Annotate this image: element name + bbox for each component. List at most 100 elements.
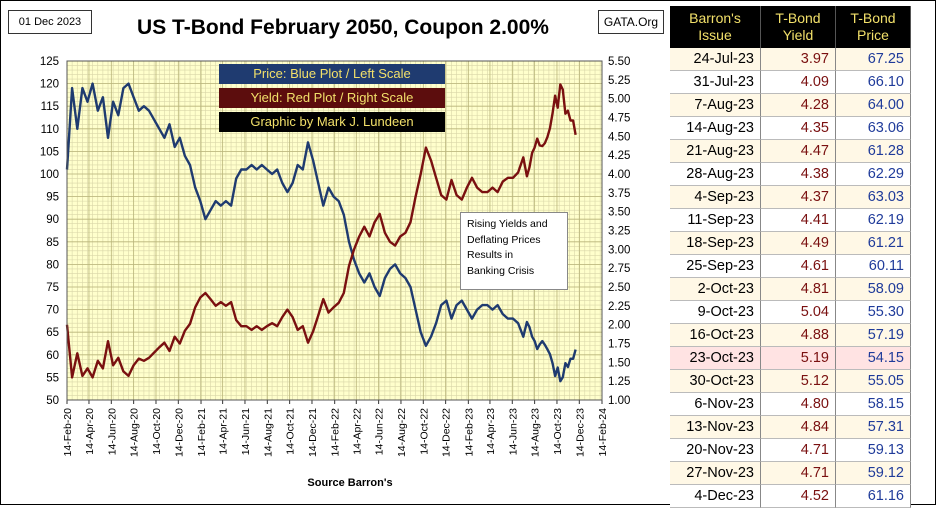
cell-yield: 4.09 bbox=[761, 71, 836, 94]
cell-price: 61.28 bbox=[836, 140, 911, 163]
header-price-line1: T-Bond bbox=[850, 10, 896, 26]
y-left-tick-label: 70 bbox=[46, 305, 59, 317]
cell-issue-date: 14-Aug-23 bbox=[670, 117, 761, 140]
legend-yield: Yield: Red Plot / Right Scale bbox=[219, 88, 445, 108]
cell-price: 55.30 bbox=[836, 301, 911, 324]
table-row: 20-Nov-23 4.71 59.13 bbox=[670, 439, 911, 462]
cell-yield: 4.61 bbox=[761, 255, 836, 278]
x-tick-label: 14-Feb-20 bbox=[62, 408, 74, 457]
y-right-tick-label: 4.75 bbox=[608, 113, 630, 125]
cell-issue-date: 6-Nov-23 bbox=[670, 393, 761, 416]
header-yield-line2: Yield bbox=[782, 27, 814, 43]
cell-issue-date: 27-Nov-23 bbox=[670, 462, 761, 485]
cell-yield: 5.12 bbox=[761, 370, 836, 393]
x-tick-label: 14-Dec-22 bbox=[441, 408, 453, 457]
cell-yield: 4.35 bbox=[761, 117, 836, 140]
table-row: 27-Nov-23 4.71 59.12 bbox=[670, 462, 911, 485]
table-header-row: Barron's Issue T-Bond Yield T-Bond Price bbox=[670, 6, 911, 48]
header-price: T-Bond Price bbox=[836, 6, 911, 48]
table-row: 25-Sep-23 4.61 60.11 bbox=[670, 255, 911, 278]
header-issue-line1: Barron's bbox=[689, 10, 741, 26]
cell-price: 67.25 bbox=[836, 48, 911, 71]
cell-yield: 4.81 bbox=[761, 278, 836, 301]
cell-issue-date: 11-Sep-23 bbox=[670, 209, 761, 232]
cell-price: 58.15 bbox=[836, 393, 911, 416]
x-tick-label: 14-Oct-22 bbox=[418, 408, 430, 455]
table-row: 28-Aug-23 4.38 62.29 bbox=[670, 163, 911, 186]
y-right-tick-label: 1.50 bbox=[608, 357, 630, 369]
legend-price: Price: Blue Plot / Left Scale bbox=[219, 64, 445, 84]
cell-yield: 4.41 bbox=[761, 209, 836, 232]
header-yield: T-Bond Yield bbox=[761, 6, 836, 48]
cell-issue-date: 4-Dec-23 bbox=[670, 485, 761, 508]
x-tick-label: 14-Jun-21 bbox=[240, 408, 252, 455]
y-left-tick-label: 90 bbox=[46, 214, 59, 226]
x-tick-label: 14-Apr-20 bbox=[84, 408, 96, 455]
y-right-tick-label: 4.25 bbox=[608, 150, 630, 162]
y-left-tick-label: 95 bbox=[46, 192, 59, 204]
y-left-tick-label: 110 bbox=[41, 124, 59, 136]
cell-yield: 4.28 bbox=[761, 94, 836, 117]
x-tick-label: 14-Jun-22 bbox=[374, 408, 386, 455]
annotation-line: Rising Yields and bbox=[467, 218, 548, 230]
cell-yield: 4.84 bbox=[761, 416, 836, 439]
x-tick-label: 14-Aug-21 bbox=[262, 408, 274, 457]
y-right-tick-label: 3.75 bbox=[608, 188, 630, 200]
header-yield-line1: T-Bond bbox=[775, 10, 821, 26]
table-row: 4-Dec-23 4.52 61.16 bbox=[670, 485, 911, 508]
y-right-tick-label: 2.25 bbox=[608, 301, 630, 313]
y-left-tick-label: 115 bbox=[41, 101, 59, 113]
y-right-tick-label: 1.75 bbox=[608, 339, 630, 351]
table-row: 21-Aug-23 4.47 61.28 bbox=[670, 140, 911, 163]
y-right-tick-label: 5.00 bbox=[608, 94, 630, 106]
table-row: 9-Oct-23 5.04 55.30 bbox=[670, 301, 911, 324]
cell-yield: 4.71 bbox=[761, 439, 836, 462]
x-tick-label: 14-Jun-23 bbox=[507, 408, 519, 455]
y-right-tick-label: 3.00 bbox=[608, 244, 630, 256]
table-row: 13-Nov-23 4.84 57.31 bbox=[670, 416, 911, 439]
cell-price: 58.09 bbox=[836, 278, 911, 301]
cell-price: 57.19 bbox=[836, 324, 911, 347]
x-tick-label: 14-Feb-21 bbox=[196, 408, 208, 457]
annotation-line: Banking Crisis bbox=[467, 264, 535, 277]
header-issue: Barron's Issue bbox=[670, 6, 761, 48]
cell-issue-date: 16-Oct-23 bbox=[670, 324, 761, 347]
x-tick-label: 14-Feb-24 bbox=[597, 408, 609, 457]
y-right-tick-label: 4.50 bbox=[608, 131, 630, 143]
cell-price: 59.12 bbox=[836, 462, 911, 485]
annotation-box: Rising Yields and Deflating Prices Resul… bbox=[460, 212, 568, 290]
cell-issue-date: 28-Aug-23 bbox=[670, 163, 761, 186]
cell-price: 61.21 bbox=[836, 232, 911, 255]
table-row: 16-Oct-23 4.88 57.19 bbox=[670, 324, 911, 347]
cell-issue-date: 20-Nov-23 bbox=[670, 439, 761, 462]
x-tick-label: 14-Feb-23 bbox=[463, 408, 475, 457]
header-price-line2: Price bbox=[857, 27, 889, 43]
cell-issue-date: 9-Oct-23 bbox=[670, 301, 761, 324]
y-right-tick-label: 3.50 bbox=[608, 207, 630, 219]
y-left-tick-label: 125 bbox=[40, 56, 59, 68]
x-tick-label: 14-Oct-20 bbox=[151, 408, 163, 455]
cell-issue-date: 21-Aug-23 bbox=[670, 140, 761, 163]
annotation-line: Results in bbox=[467, 249, 514, 261]
price-series-line bbox=[65, 82, 577, 383]
x-tick-label: 14-Aug-20 bbox=[129, 408, 141, 457]
y-left-tick-label: 55 bbox=[46, 372, 59, 384]
x-tick-label: 14-Dec-21 bbox=[307, 408, 319, 457]
cell-price: 60.11 bbox=[836, 255, 911, 278]
y-left-tick-label: 105 bbox=[40, 146, 59, 158]
y-left-tick-label: 80 bbox=[46, 259, 59, 271]
cell-yield: 4.37 bbox=[761, 186, 836, 209]
y-right-tick-label: 5.50 bbox=[608, 56, 630, 68]
y-left-tick-label: 75 bbox=[46, 282, 59, 294]
table-row: 23-Oct-23 5.19 54.15 bbox=[670, 347, 911, 370]
x-tick-label: 14-Oct-23 bbox=[552, 408, 564, 455]
table-row: 6-Nov-23 4.80 58.15 bbox=[670, 393, 911, 416]
x-tick-label: 14-Aug-22 bbox=[396, 408, 408, 457]
cell-issue-date: 25-Sep-23 bbox=[670, 255, 761, 278]
cell-price: 57.31 bbox=[836, 416, 911, 439]
table-row: 2-Oct-23 4.81 58.09 bbox=[670, 278, 911, 301]
cell-issue-date: 18-Sep-23 bbox=[670, 232, 761, 255]
x-tick-label: 14-Oct-21 bbox=[285, 408, 297, 455]
x-tick-label: 14-Apr-21 bbox=[218, 408, 230, 455]
cell-yield: 5.04 bbox=[761, 301, 836, 324]
